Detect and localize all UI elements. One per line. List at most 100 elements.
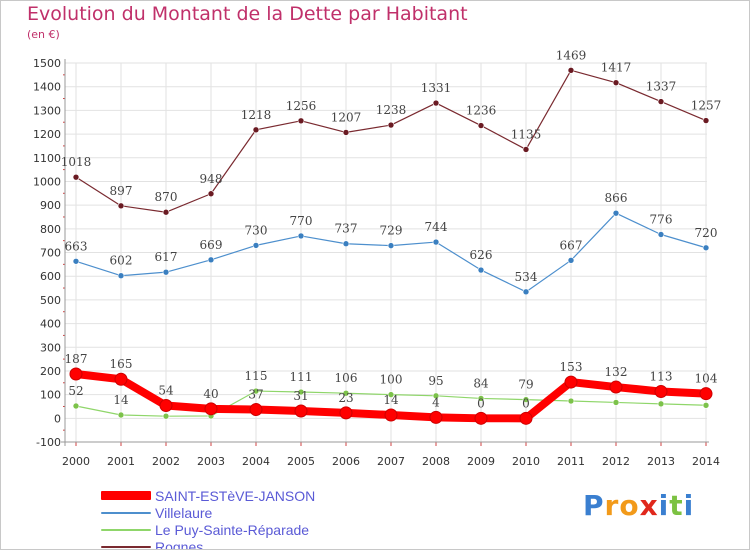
data-point xyxy=(432,392,440,400)
data-label: 153 xyxy=(560,360,583,374)
data-label: 111 xyxy=(290,370,313,384)
y-tick-label: 1400 xyxy=(33,81,61,94)
data-label: 744 xyxy=(425,220,448,234)
data-label: 730 xyxy=(245,223,268,237)
data-point xyxy=(612,399,620,406)
x-tick-label: 2002 xyxy=(152,455,180,468)
x-tick-label: 2008 xyxy=(422,455,450,468)
data-point xyxy=(567,397,575,405)
data-point xyxy=(72,402,80,410)
data-label: 870 xyxy=(155,190,178,204)
data-point xyxy=(249,403,263,417)
data-label: 617 xyxy=(155,250,178,264)
data-label: 40 xyxy=(203,387,218,401)
legend-item: Le Puy-Sainte-Réparade xyxy=(101,521,315,538)
data-point xyxy=(432,238,440,246)
data-label: 104 xyxy=(695,372,718,386)
x-tick-label: 2012 xyxy=(602,455,630,468)
data-point xyxy=(609,380,623,394)
data-label: 23 xyxy=(338,391,353,405)
data-label: 79 xyxy=(518,378,533,392)
data-point xyxy=(564,375,578,389)
data-label: 1018 xyxy=(61,155,92,169)
data-point xyxy=(204,402,218,416)
data-point xyxy=(522,146,530,153)
data-point xyxy=(117,272,125,280)
data-point xyxy=(702,244,710,252)
data-label: 776 xyxy=(650,212,673,226)
logo-letter: i xyxy=(658,489,670,522)
logo-letter: r xyxy=(604,489,620,522)
data-label: 54 xyxy=(158,384,174,398)
data-point xyxy=(294,404,308,418)
data-point xyxy=(342,129,350,136)
data-point xyxy=(612,209,620,217)
data-label: 37 xyxy=(248,388,263,402)
data-point xyxy=(162,412,170,420)
data-label: 1337 xyxy=(646,80,677,94)
data-point xyxy=(567,257,575,264)
data-label: 626 xyxy=(470,248,493,262)
data-point xyxy=(477,266,485,274)
x-tick-label: 2006 xyxy=(332,455,360,468)
y-tick-label: 400 xyxy=(40,318,61,331)
data-point xyxy=(657,98,665,105)
data-point xyxy=(702,401,710,409)
data-label: 1218 xyxy=(241,108,272,122)
data-point xyxy=(567,67,575,74)
x-tick-label: 2005 xyxy=(287,455,315,468)
data-point xyxy=(114,372,128,386)
x-tick-label: 2011 xyxy=(557,455,585,468)
data-point xyxy=(384,408,398,422)
data-label: 737 xyxy=(335,222,358,236)
data-point xyxy=(162,208,170,216)
data-label: 948 xyxy=(200,172,223,186)
legend: SAINT-ESTèVE-JANSON Villelaure Le Puy-Sain… xyxy=(101,487,315,550)
data-point xyxy=(477,122,485,129)
x-tick-label: 2014 xyxy=(692,455,720,468)
legend-item: SAINT-ESTèVE-JANSON xyxy=(101,487,315,504)
data-label: 113 xyxy=(650,370,673,384)
data-point xyxy=(252,242,260,249)
data-point xyxy=(657,400,665,408)
data-point xyxy=(252,387,260,395)
data-label: 534 xyxy=(515,270,538,284)
series-group xyxy=(69,67,713,425)
y-tick-label: 1100 xyxy=(33,152,61,165)
data-point xyxy=(387,242,395,249)
x-tick-label: 2013 xyxy=(647,455,675,468)
data-label: 1417 xyxy=(601,61,632,75)
x-tick-label: 2000 xyxy=(62,455,90,468)
y-tick-label: 800 xyxy=(40,223,61,236)
data-label: 0 xyxy=(477,396,485,410)
legend-label: Rognes xyxy=(155,538,204,550)
data-point xyxy=(429,410,443,424)
data-label: 4 xyxy=(432,395,440,409)
legend-swatch xyxy=(101,491,151,500)
y-tick-label: 1300 xyxy=(33,104,61,117)
data-point xyxy=(72,173,80,181)
data-label: 729 xyxy=(380,224,403,238)
logo-letter: o xyxy=(619,489,640,522)
proxiti-logo: Proxiti xyxy=(583,489,694,522)
data-label: 100 xyxy=(380,373,403,387)
data-label: 770 xyxy=(290,214,313,228)
data-point xyxy=(612,79,620,86)
logo-letter: t xyxy=(669,489,684,522)
data-point xyxy=(342,240,350,248)
data-point xyxy=(387,121,395,129)
data-label: 14 xyxy=(383,393,399,407)
x-tick-label: 2003 xyxy=(197,455,225,468)
data-point xyxy=(297,388,305,396)
x-tick-label: 2007 xyxy=(377,455,405,468)
logo-letter: x xyxy=(639,489,659,522)
data-point xyxy=(342,389,350,397)
data-label: 115 xyxy=(245,369,268,383)
chart-title: Evolution du Montant de la Dette par Hab… xyxy=(27,3,468,25)
data-point xyxy=(207,256,215,264)
data-label: 106 xyxy=(335,371,358,385)
data-point xyxy=(72,257,80,265)
data-point xyxy=(252,126,260,134)
